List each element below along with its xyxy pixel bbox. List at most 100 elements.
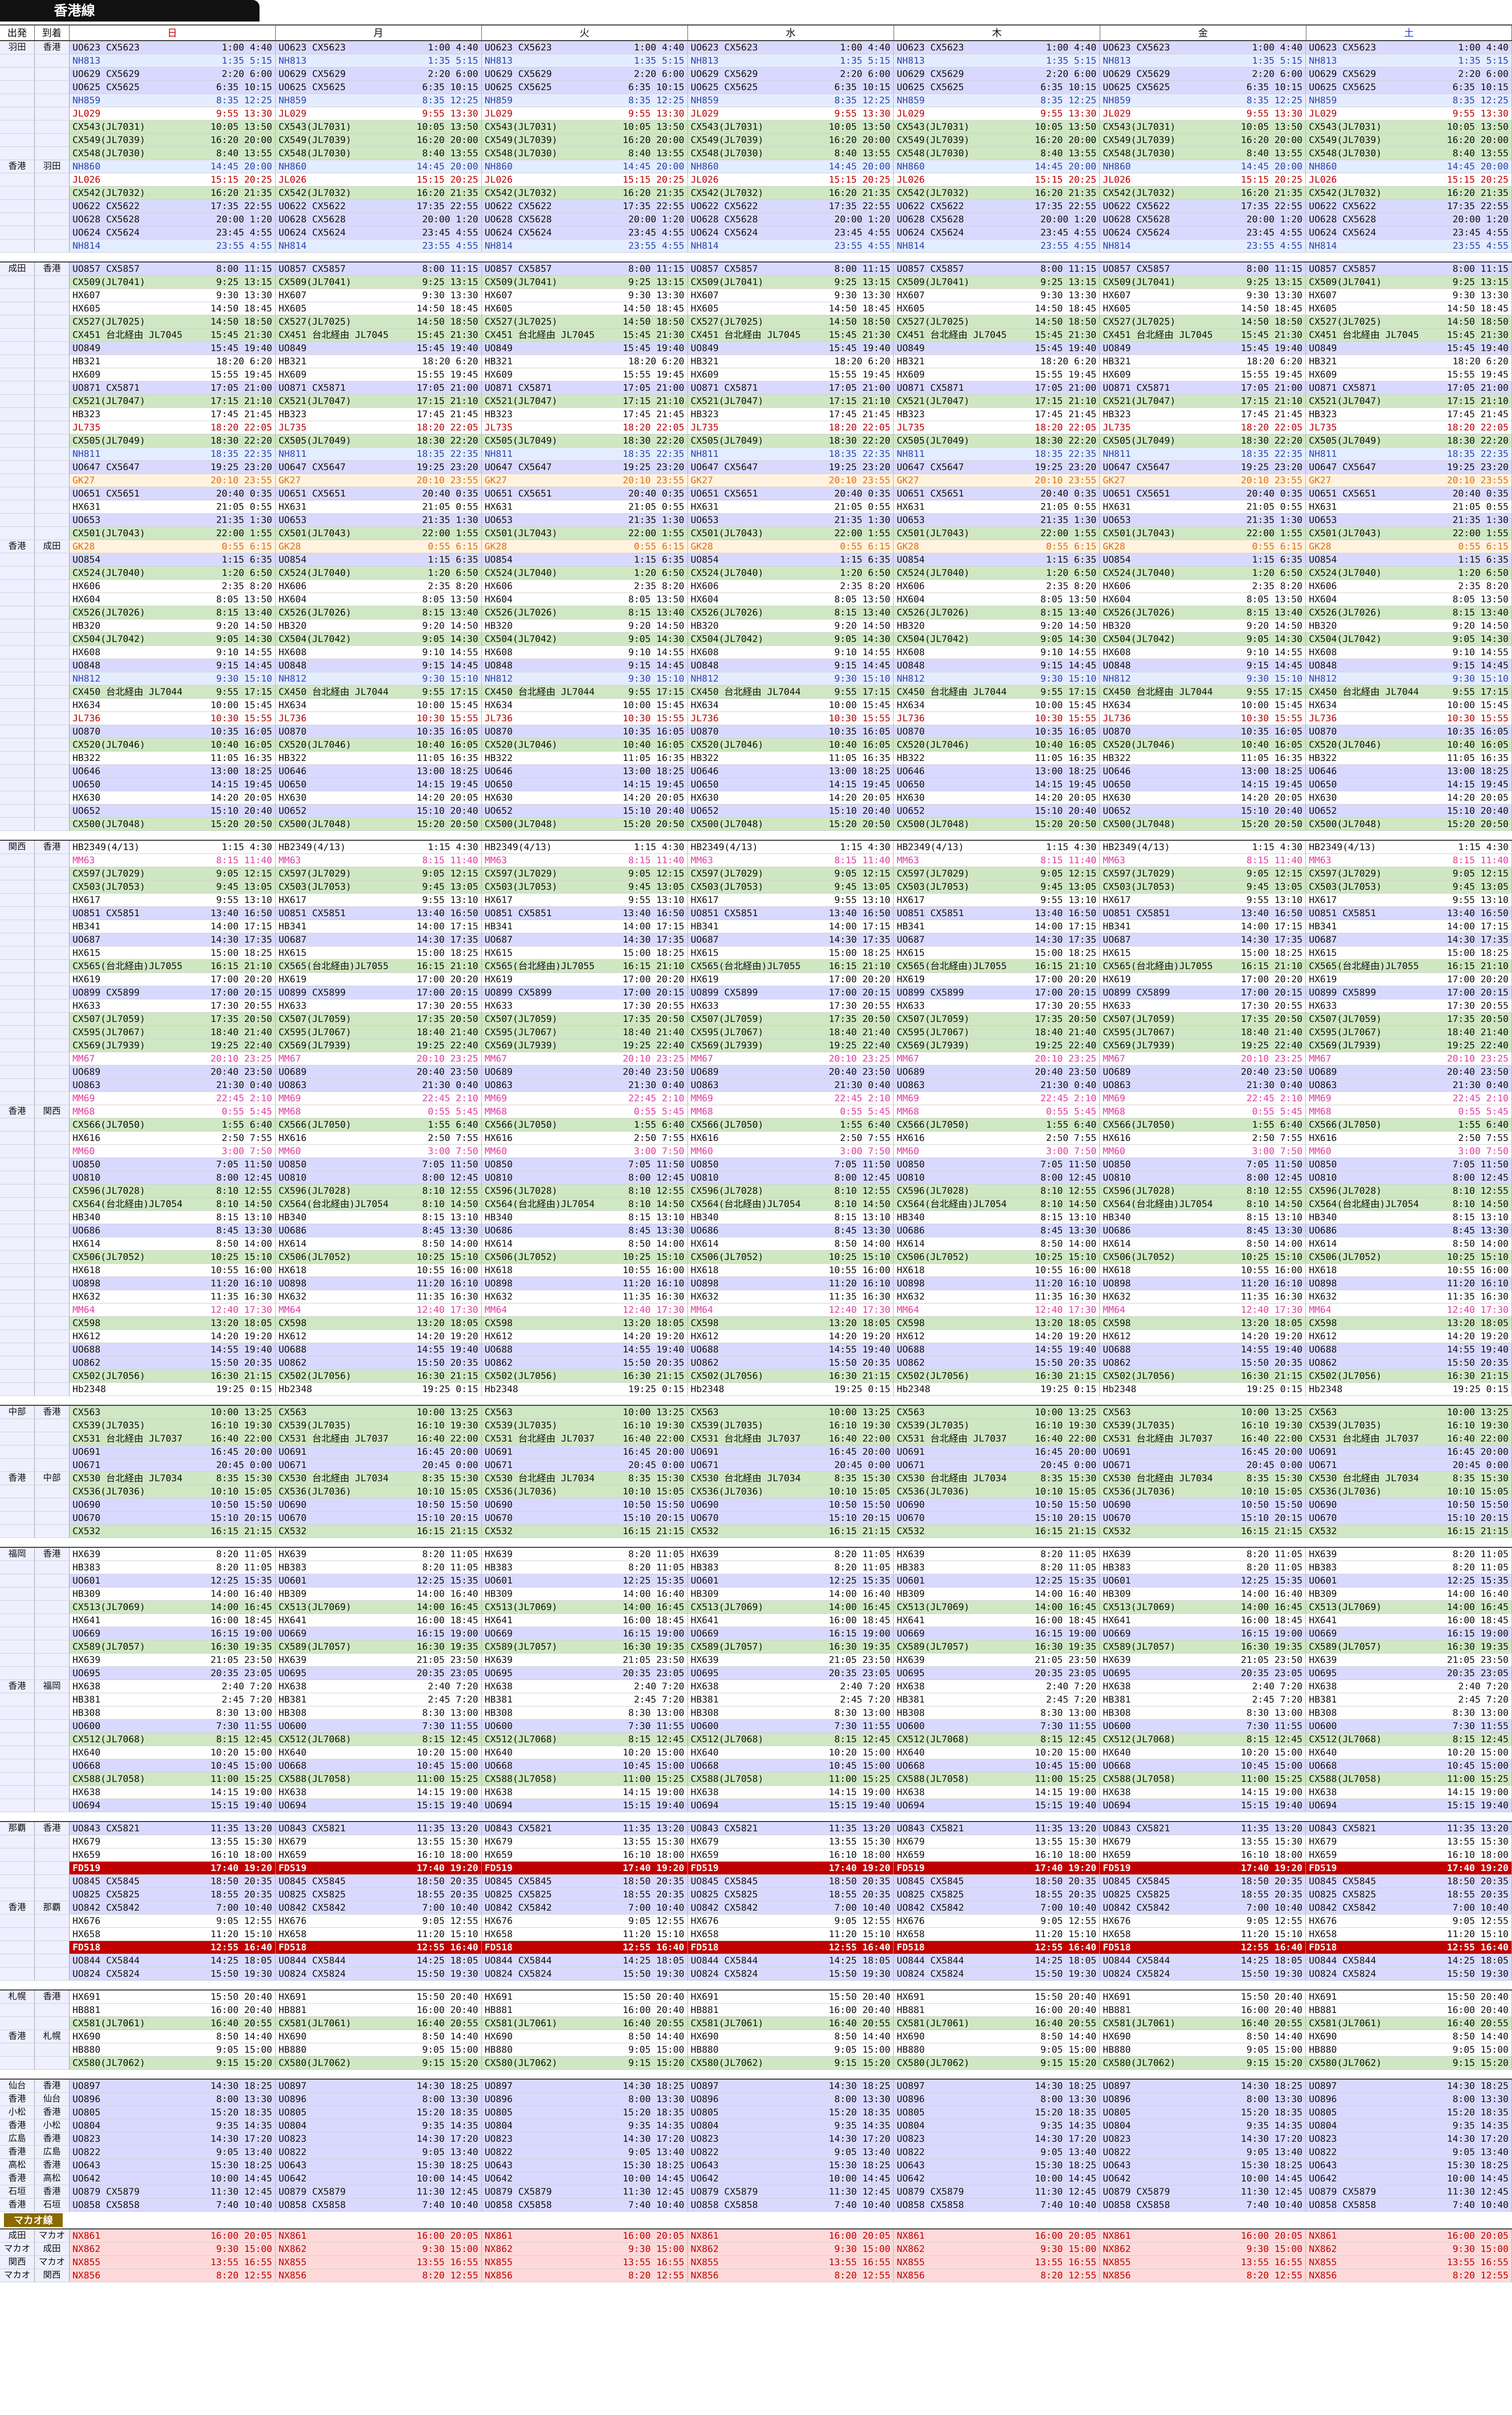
flight-times: 9:55 13:30: [628, 108, 685, 119]
flight-cell: UO622 CX5622 17:35 22:55: [275, 200, 482, 213]
flight-times: 14:15 19:00: [828, 1787, 891, 1798]
flight-cell: UO850 7:05 11:50: [894, 1158, 1100, 1171]
dest-cell: [34, 81, 70, 94]
flight-cell: CX506(JL7052) 10:25 15:10: [1100, 1251, 1306, 1263]
flight-times: 13:55 15:30: [622, 1836, 685, 1847]
flight-number: UO824 CX5824: [484, 1968, 552, 1979]
flight-cell: UO854 1:15 6:35: [69, 553, 276, 566]
flight-number: JL735: [484, 422, 513, 433]
flight-times: 9:05 12:15: [1452, 868, 1509, 879]
flight-number: HX608: [1103, 647, 1131, 658]
schedule-row: CX504(JL7042) 9:05 14:30 CX504(JL7042) 9:05…: [0, 633, 1512, 646]
flight-times: 22:00 1:55: [1246, 528, 1303, 539]
flight-number: CX548(JL7030): [1103, 148, 1176, 159]
schedule-row: HX659 16:10 18:00 HX659 16:10 18:00 HX659 16:…: [0, 1848, 1512, 1862]
flight-times: 15:50 20:35: [416, 1357, 478, 1368]
flight-number: UO863: [897, 1080, 925, 1090]
flight-times: 9:05 15:00: [628, 2044, 685, 2055]
flight-number: HX609: [484, 369, 513, 380]
flight-times: 18:35 22:35: [416, 449, 478, 459]
flight-times: 12:40 17:30: [622, 1304, 685, 1315]
flight-number: CX512(JL7068): [72, 1734, 145, 1745]
flight-times: 8:15 12:45: [1452, 1734, 1509, 1745]
flight-cell: HX615 15:00 18:25: [69, 947, 276, 959]
flight-cell: UO845 CX5845 18:50 20:35: [894, 1875, 1100, 1888]
flight-cell: MM63 8:15 11:40: [481, 854, 688, 867]
flight-cell: HX614 8:50 14:00: [481, 1237, 688, 1250]
flight-cell: UO805 15:20 18:35: [481, 2106, 688, 2119]
flight-cell: HX658 11:20 15:10: [481, 1928, 688, 1941]
flight-number: HX679: [72, 1836, 101, 1847]
flight-cell: HX658 11:20 15:10: [275, 1928, 482, 1941]
flight-times: 9:30 15:00: [216, 2244, 272, 2254]
flight-number: HX639: [1309, 1549, 1337, 1560]
flight-number: UO804: [1103, 2120, 1131, 2131]
flight-number: NH812: [484, 673, 513, 684]
flight-cell: HB323 17:45 21:45: [894, 408, 1100, 421]
flight-number: MM60: [278, 1146, 301, 1157]
flight-times: 16:00 18:45: [1035, 1615, 1097, 1626]
flight-times: 12:40 17:30: [210, 1304, 272, 1315]
flight-number: UO822: [897, 2147, 925, 2157]
flight-cell: UO653 21:35 1:30: [69, 514, 276, 526]
flight-cell: CX505(JL7049) 18:30 22:20: [894, 434, 1100, 447]
flight-cell: CX450 台北経由 JL7044 9:55 17:15: [894, 686, 1100, 698]
schedule-row: UO871 CX5871 17:05 21:00 UO871 CX5871 17:05…: [0, 381, 1512, 395]
flight-times: 20:40 0:35: [422, 488, 478, 499]
flight-times: 10:50 15:50: [1447, 1499, 1509, 1510]
flight-cell: NX856 8:20 12:55: [894, 2269, 1100, 2282]
origin-cell: 仙台: [0, 2080, 35, 2092]
flight-times: 15:15 19:40: [210, 1800, 272, 1811]
flight-times: 7:05 11:50: [834, 1159, 891, 1170]
flight-number: HB321: [897, 356, 925, 367]
flight-cell: UO871 CX5871 17:05 21:00: [1100, 381, 1306, 394]
flight-times: 21:30 0:40: [422, 1080, 478, 1090]
flight-number: MM64: [690, 1304, 713, 1315]
dest-cell: [34, 1835, 70, 1848]
flight-number: JL736: [484, 713, 513, 724]
flight-cell: HX679 13:55 15:30: [687, 1835, 894, 1848]
flight-times: 18:35 22:35: [1035, 449, 1097, 459]
flight-number: UO845 CX5845: [1103, 1876, 1170, 1887]
flight-times: 15:20 18:35: [1241, 2107, 1303, 2118]
flight-times: 8:15 13:40: [628, 607, 685, 618]
flight-times: 14:30 18:25: [210, 2081, 272, 2091]
flight-number: JL735: [72, 422, 101, 433]
flight-cell: HX659 16:10 18:00: [687, 1848, 894, 1861]
flight-times: 15:45 19:40: [210, 343, 272, 354]
flight-times: 15:20 20:50: [622, 819, 685, 829]
flight-cell: UO671 20:45 0:00: [275, 1459, 482, 1471]
flight-number: CX596(JL7028): [897, 1185, 970, 1196]
flight-cell: MM67 20:10 23:25: [1306, 1052, 1512, 1065]
flight-cell: UO694 15:15 19:40: [687, 1799, 894, 1812]
flight-times: 16:15 19:00: [1035, 1628, 1097, 1639]
flight-cell: CX588(JL7058) 11:00 15:25: [894, 1773, 1100, 1785]
flight-times: 9:30 13:30: [1452, 290, 1509, 301]
flight-number: UO625 CX5625: [484, 82, 552, 93]
flight-number: HB323: [690, 409, 719, 420]
flight-cell: HX612 14:20 19:20: [275, 1330, 482, 1343]
flight-times: 12:55 16:40: [828, 1942, 891, 1953]
flight-cell: UO899 CX5899 17:00 20:15: [894, 986, 1100, 999]
schedule-row: UO862 15:50 20:35 UO862 15:50 20:35 UO862 15:…: [0, 1356, 1512, 1370]
flight-number: UO686: [690, 1225, 719, 1236]
origin-cell: [0, 867, 35, 880]
dest-cell: 香港: [34, 2080, 70, 2092]
dest-cell: [34, 200, 70, 213]
dest-cell: [34, 1303, 70, 1316]
flight-times: 8:10 14:50: [628, 1199, 685, 1209]
flight-number: HX607: [484, 290, 513, 301]
dest-cell: [34, 54, 70, 67]
flight-number: HX606: [897, 581, 925, 592]
flight-times: 20:35 23:05: [1035, 1668, 1097, 1679]
flight-number: UO842 CX5842: [690, 1902, 758, 1913]
flight-cell: UO690 10:50 15:50: [1306, 1498, 1512, 1511]
flight-cell: NX862 9:30 15:00: [1100, 2243, 1306, 2255]
flight-number: MM64: [1103, 1304, 1126, 1315]
flight-number: UO600: [690, 1721, 719, 1731]
flight-cell: UO647 CX5647 19:25 23:20: [1100, 461, 1306, 474]
flight-times: 17:45 21:45: [1241, 409, 1303, 420]
flight-number: HX634: [1309, 700, 1337, 710]
flight-cell: CX450 台北経由 JL7044 9:55 17:15: [275, 686, 482, 698]
dest-cell: [34, 1601, 70, 1613]
